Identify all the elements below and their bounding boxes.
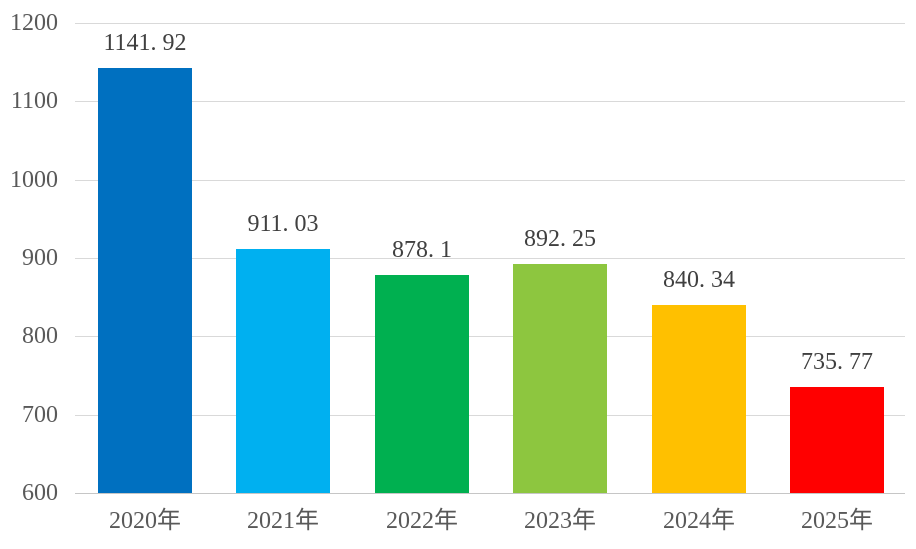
x-axis-line xyxy=(75,493,905,494)
bar-2020[interactable] xyxy=(98,68,192,493)
y-axis-tick-label: 1100 xyxy=(10,88,58,114)
y-axis-tick-label: 800 xyxy=(22,323,58,349)
y-axis-tick-label: 1200 xyxy=(10,10,58,36)
bar-value-label: 878. 1 xyxy=(392,237,452,263)
gridline xyxy=(75,258,905,259)
x-axis-category-label: 2022年 xyxy=(386,508,458,534)
bar-2024[interactable] xyxy=(652,305,746,493)
bar-value-label: 1141. 92 xyxy=(103,30,187,56)
bar-2025[interactable] xyxy=(790,387,884,493)
y-axis-tick-label: 700 xyxy=(22,402,58,428)
gridline xyxy=(75,101,905,102)
x-axis-category-label: 2023年 xyxy=(524,508,596,534)
bar-value-label: 911. 03 xyxy=(247,211,319,237)
bar-value-label: 840. 34 xyxy=(663,267,735,293)
bar-2021[interactable] xyxy=(236,249,330,493)
y-axis-tick-label: 600 xyxy=(22,480,58,506)
x-axis-category-label: 2021年 xyxy=(247,508,319,534)
y-axis-tick-label: 900 xyxy=(22,245,58,271)
x-axis-category-label: 2024年 xyxy=(663,508,735,534)
bar-2022[interactable] xyxy=(375,275,469,493)
x-axis-category-label: 2025年 xyxy=(801,508,873,534)
bar-value-label: 892. 25 xyxy=(524,226,596,252)
gridline xyxy=(75,336,905,337)
y-axis-tick-label: 1000 xyxy=(10,167,58,193)
bar-value-label: 735. 77 xyxy=(801,349,873,375)
x-axis-category-label: 2020年 xyxy=(109,508,181,534)
bar-2023[interactable] xyxy=(513,264,607,493)
gridline xyxy=(75,415,905,416)
gridline xyxy=(75,180,905,181)
gridline xyxy=(75,23,905,24)
